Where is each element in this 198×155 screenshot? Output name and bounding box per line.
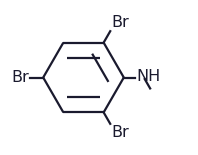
Text: Br: Br: [111, 125, 129, 140]
Text: NH: NH: [136, 69, 160, 84]
Text: Br: Br: [111, 15, 129, 30]
Text: Br: Br: [11, 70, 29, 85]
